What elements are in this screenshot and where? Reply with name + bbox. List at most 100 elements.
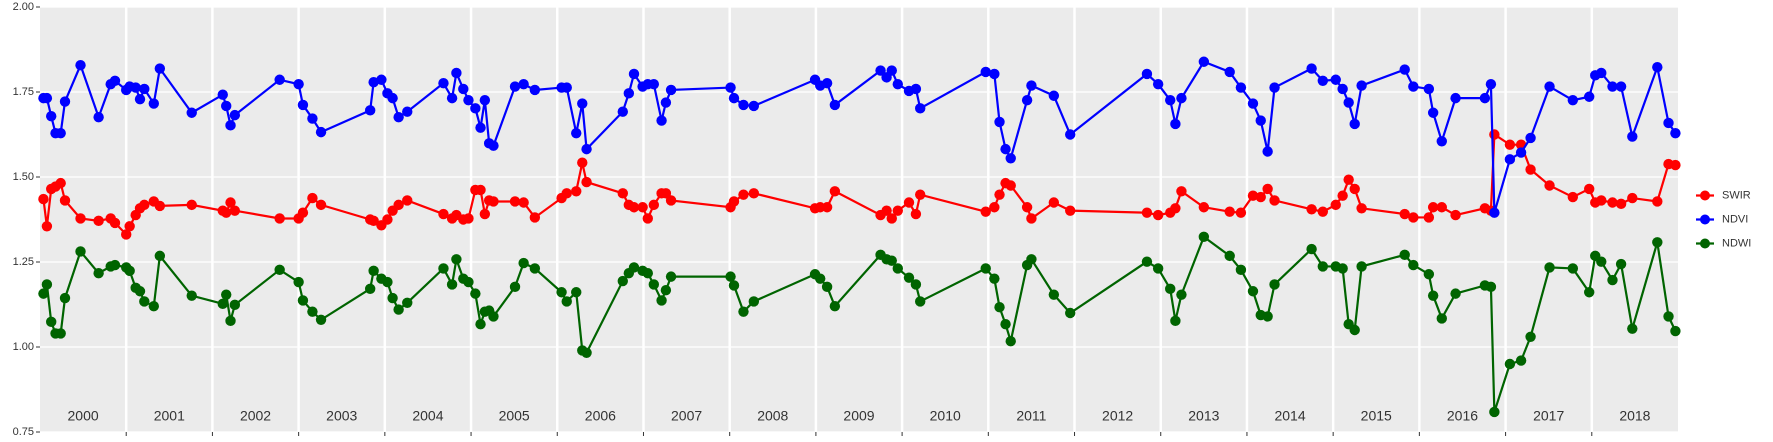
point <box>139 296 150 307</box>
point <box>1567 263 1579 274</box>
point <box>307 192 318 204</box>
point <box>529 263 541 274</box>
point <box>139 83 150 95</box>
point <box>463 276 474 288</box>
point <box>368 215 379 227</box>
point <box>748 100 760 112</box>
point <box>1399 64 1410 75</box>
point <box>1427 202 1439 213</box>
point <box>1450 92 1461 104</box>
point <box>1663 311 1674 322</box>
point <box>1670 159 1681 171</box>
point <box>148 98 159 109</box>
point <box>393 199 404 211</box>
point <box>402 106 413 117</box>
point <box>134 93 146 105</box>
point <box>1596 256 1607 267</box>
point <box>1065 205 1076 216</box>
point <box>903 272 915 283</box>
point <box>463 94 474 106</box>
point <box>875 65 886 76</box>
point <box>387 92 398 104</box>
point <box>518 257 529 269</box>
point <box>1627 192 1638 204</box>
point <box>665 271 677 282</box>
year-label: 2015 <box>1361 408 1392 424</box>
point <box>38 193 49 205</box>
point <box>402 195 413 206</box>
point <box>451 67 462 79</box>
year-label: 2009 <box>843 408 874 424</box>
point <box>1000 143 1011 155</box>
point <box>446 279 458 290</box>
point <box>577 157 588 168</box>
point <box>509 196 521 207</box>
point <box>229 299 241 311</box>
point <box>1255 115 1266 126</box>
point <box>556 287 567 298</box>
point <box>475 122 486 133</box>
point <box>1615 258 1627 270</box>
point <box>1515 147 1527 158</box>
point <box>577 98 588 109</box>
point <box>821 77 833 89</box>
point <box>463 213 474 224</box>
point <box>93 268 104 279</box>
point <box>581 347 592 358</box>
y-tick-label: 2.00 <box>13 1 34 13</box>
point <box>293 276 304 288</box>
point <box>1670 127 1681 139</box>
point <box>1317 261 1329 272</box>
point <box>815 273 826 284</box>
point <box>307 306 318 317</box>
point <box>1005 153 1016 164</box>
point <box>892 263 903 274</box>
point <box>648 279 660 290</box>
point <box>892 78 903 90</box>
point <box>1356 80 1367 91</box>
point <box>660 188 672 199</box>
point <box>748 188 760 199</box>
point <box>1224 250 1235 262</box>
point <box>1005 336 1016 347</box>
point <box>910 279 922 290</box>
y-tick-label: 1.75 <box>13 86 34 98</box>
point <box>382 276 393 288</box>
point <box>665 195 677 206</box>
point <box>1165 94 1176 106</box>
point <box>1269 195 1280 206</box>
point <box>561 82 572 93</box>
point <box>186 290 197 301</box>
point <box>1436 202 1447 213</box>
point <box>470 103 481 114</box>
point <box>376 74 387 85</box>
point <box>903 197 915 208</box>
point <box>479 208 491 220</box>
point <box>1021 94 1033 106</box>
point <box>1176 289 1187 300</box>
point <box>38 288 49 299</box>
point <box>656 295 667 306</box>
point <box>124 221 135 232</box>
point <box>1026 254 1037 265</box>
point <box>1170 315 1181 327</box>
year-label: 2016 <box>1447 408 1478 424</box>
point <box>451 254 462 265</box>
point <box>529 84 541 96</box>
point <box>1615 81 1627 92</box>
point <box>571 127 582 139</box>
point <box>154 63 166 74</box>
point <box>1584 91 1595 102</box>
point <box>297 99 309 111</box>
point <box>725 271 736 282</box>
point <box>387 292 398 304</box>
point <box>55 177 66 189</box>
point <box>438 77 449 89</box>
point <box>1021 202 1033 213</box>
point <box>1317 75 1329 86</box>
point <box>1255 191 1266 203</box>
point <box>1141 207 1153 218</box>
point <box>1000 319 1011 330</box>
year-label: 2011 <box>1016 408 1046 424</box>
point <box>59 195 71 206</box>
